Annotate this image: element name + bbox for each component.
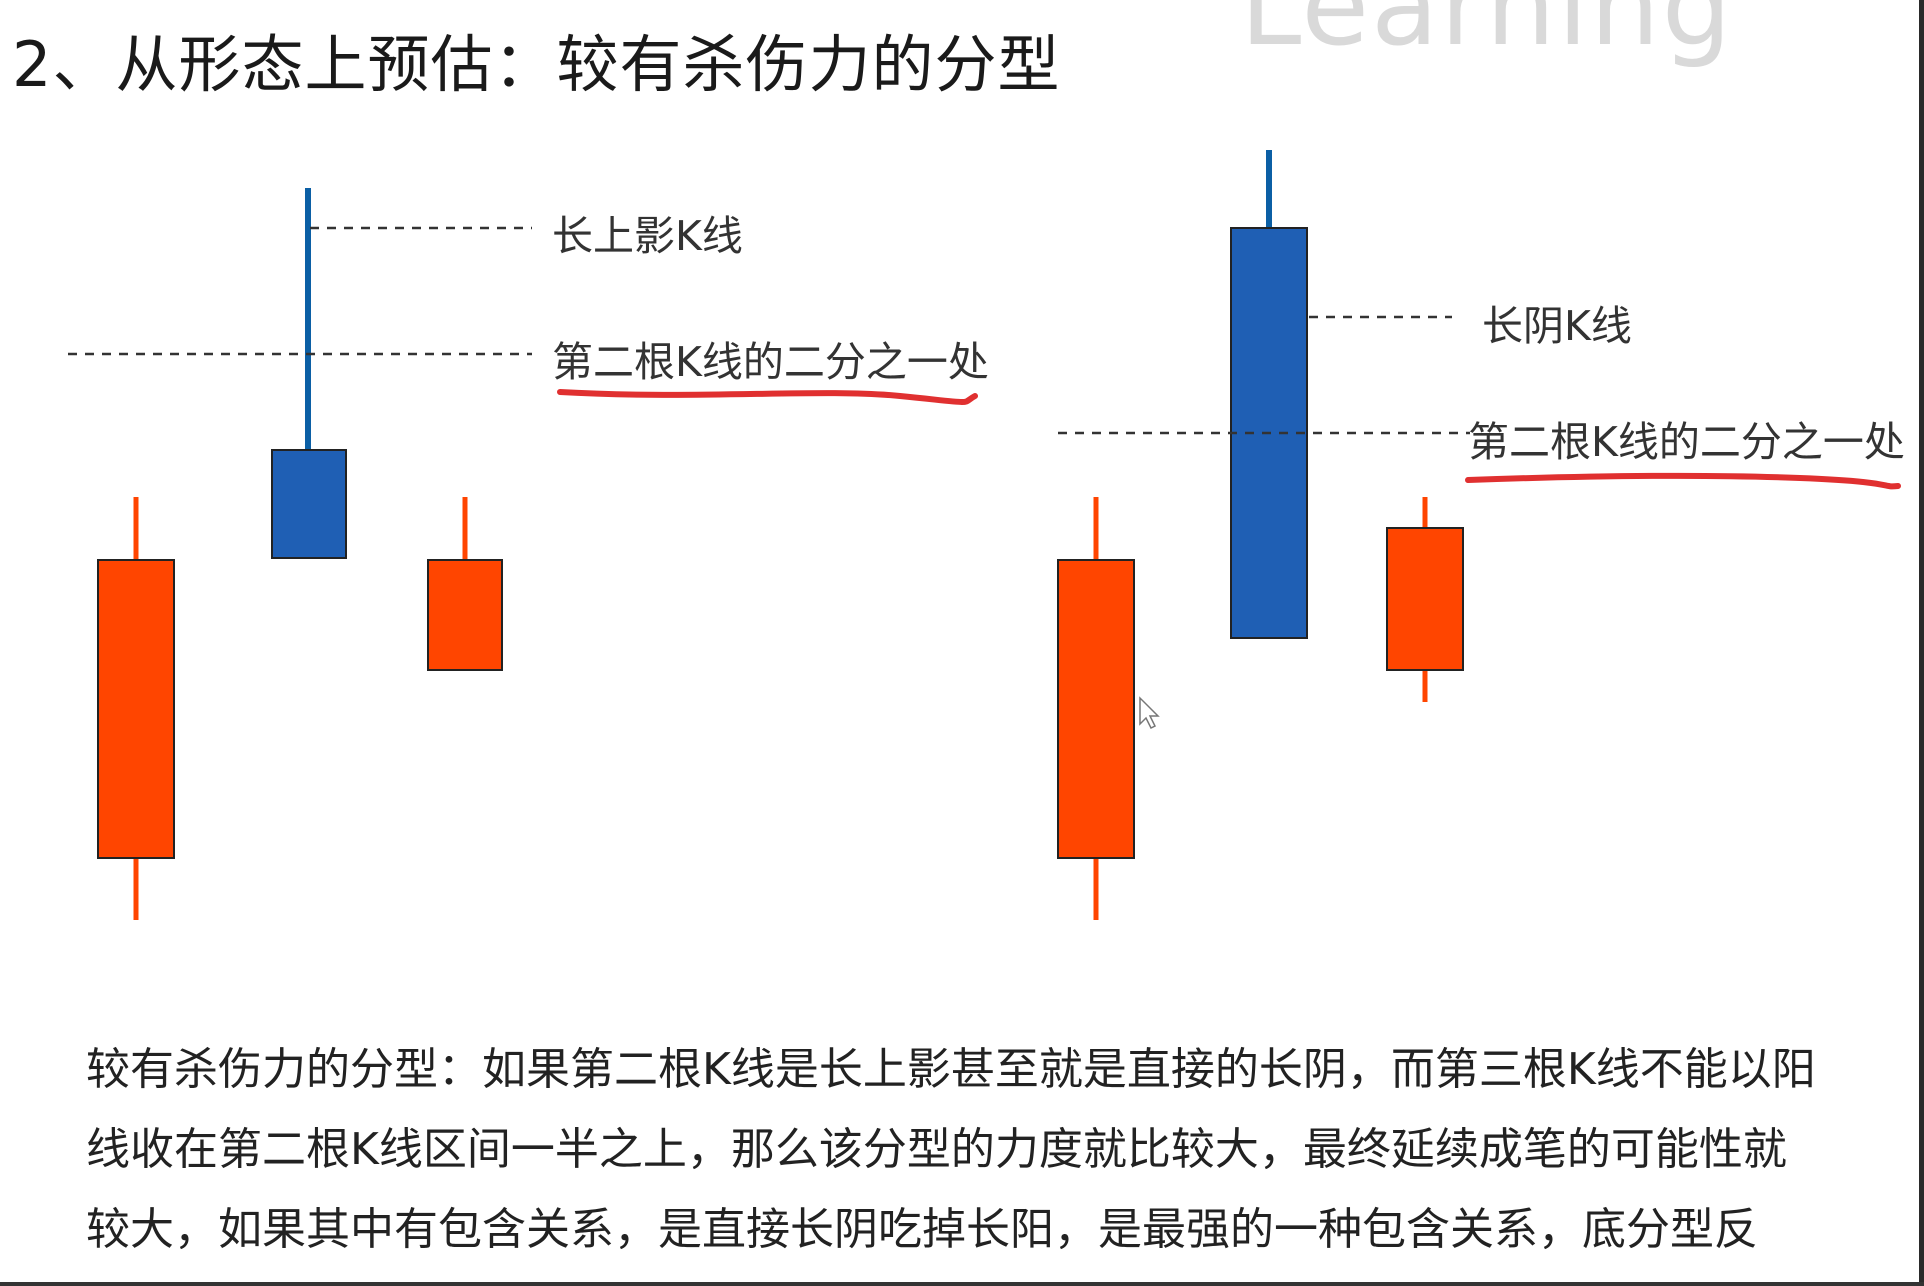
right-border — [1919, 0, 1924, 1286]
left-red-underline — [557, 389, 978, 405]
watermark-text: Learning — [1240, 0, 1734, 70]
right-candle-1 — [1057, 497, 1135, 920]
left-candle-3 — [427, 497, 503, 671]
left-shadow-label: 长上影K线 — [552, 212, 743, 260]
right-candle-2-long-bearish — [1230, 150, 1308, 639]
description-text: 较有杀伤力的分型：如果第二根K线是长上影甚至就是直接的长阴，而第三根K线不能以阳… — [86, 1044, 1816, 1286]
left-half-label: 第二根K线的二分之一处 — [552, 338, 989, 386]
left-candle-1 — [97, 497, 175, 920]
bottom-border — [0, 1282, 1924, 1286]
right-body-label: 长阴K线 — [1482, 302, 1632, 350]
right-red-underline — [1465, 472, 1901, 490]
right-candle-3 — [1386, 497, 1464, 702]
right-half-label: 第二根K线的二分之一处 — [1468, 418, 1905, 466]
left-pattern — [68, 188, 978, 920]
left-candle-2-long-upper-shadow — [271, 188, 347, 559]
mouse-cursor-icon — [1139, 696, 1160, 730]
slide-title: 2、从形态上预估：较有杀伤力的分型 — [12, 28, 1061, 101]
right-pattern — [1057, 150, 1901, 920]
